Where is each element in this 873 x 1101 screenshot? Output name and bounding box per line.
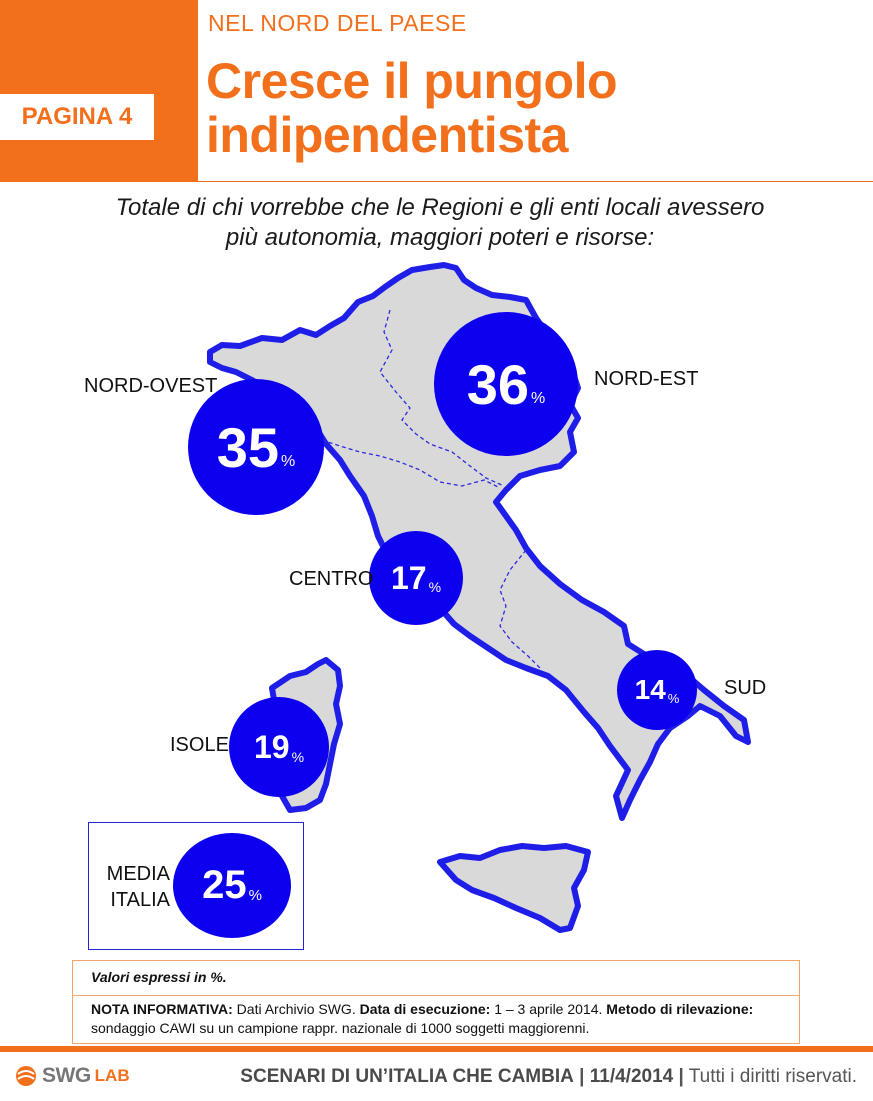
unit-isole: % xyxy=(291,749,305,765)
media-label-line-2: ITALIA xyxy=(110,889,170,911)
value-nord-est: 36 xyxy=(466,352,530,416)
nota-label: NOTA INFORMATIVA: xyxy=(91,1001,233,1017)
media-italia-label: MEDIA ITALIA xyxy=(92,861,170,913)
data-text: 1 – 3 aprile 2014. xyxy=(490,1001,607,1017)
value-nord-ovest: 35 xyxy=(216,415,280,479)
value-isole: 19 xyxy=(253,728,290,765)
label-centro: CENTRO xyxy=(289,568,374,590)
bubble-nord-ovest: 35 % xyxy=(188,379,324,515)
bubble-media-italia: 25 % xyxy=(173,833,291,938)
media-italia-box xyxy=(88,822,304,950)
metodo-text: sondaggio CAWI su un campione rappr. naz… xyxy=(91,1020,590,1036)
header-orange-block xyxy=(0,0,198,182)
footer-separator-1: | xyxy=(579,1066,585,1087)
nota-text: Dati Archivio SWG. xyxy=(232,1001,360,1017)
note-values-row: Valori espressi in %. xyxy=(73,961,799,996)
page-label: PAGINA 4 xyxy=(0,94,154,140)
unit-sud: % xyxy=(667,691,680,706)
methodology-note: NOTA INFORMATIVA: Dati Archivio SWG. Dat… xyxy=(91,1000,791,1038)
subtitle: Totale di chi vorrebbe che le Regioni e … xyxy=(40,193,840,253)
label-isole: ISOLE xyxy=(170,734,229,756)
label-nord-ovest: NORD-OVEST xyxy=(84,375,218,397)
value-centro: 17 xyxy=(390,559,427,596)
boundary-north-center xyxy=(321,439,501,489)
bubble-nord-est: 36 % xyxy=(434,312,578,456)
unit-nord-ovest: % xyxy=(281,453,296,470)
page-title: Cresce il pungolo indipendentista xyxy=(206,54,826,162)
label-nord-est: NORD-EST xyxy=(594,368,699,390)
note-box: Valori espressi in %. NOTA INFORMATIVA: … xyxy=(72,960,800,1044)
unit-media-italia: % xyxy=(248,887,262,904)
sicily-shape xyxy=(437,843,591,933)
footer-series: SCENARI DI UN’ITALIA CHE CAMBIA xyxy=(240,1066,574,1087)
kicker: NEL NORD DEL PAESE xyxy=(208,10,467,36)
footer-date: 11/4/2014 xyxy=(589,1066,674,1087)
data-label: Data di esecuzione: xyxy=(359,1001,491,1017)
values-note: Valori espressi in %. xyxy=(91,969,227,985)
unit-nord-est: % xyxy=(531,390,546,407)
bubble-centro: 17 % xyxy=(369,531,463,625)
value-sud: 14 xyxy=(634,674,666,705)
logo-lab: LAB xyxy=(94,1066,130,1085)
boundary-northwest-northeast xyxy=(379,309,505,487)
unit-centro: % xyxy=(428,579,442,595)
swg-logo-icon xyxy=(16,1066,36,1086)
subtitle-line-1: Totale di chi vorrebbe che le Regioni e … xyxy=(115,194,765,221)
header-divider xyxy=(198,181,873,182)
footer-rights: Tutti i diritti riservati. xyxy=(688,1066,857,1087)
footer-separator-2: | xyxy=(678,1066,684,1087)
media-label-line-1: MEDIA xyxy=(106,863,170,885)
metodo-label: Metodo di rilevazione: xyxy=(606,1001,754,1017)
subtitle-line-2: più autonomia, maggiori poteri e risorse… xyxy=(225,224,655,251)
boundary-center-south xyxy=(499,549,541,669)
bubble-sud: 14 % xyxy=(617,650,697,730)
label-sud: SUD xyxy=(724,677,767,699)
title-line-1: Cresce il pungolo xyxy=(206,53,618,109)
value-media-italia: 25 xyxy=(202,863,247,907)
logo-swg: SWG xyxy=(42,1064,91,1087)
footer-credits: SCENARI DI UN’ITALIA CHE CAMBIA | 11/4/2… xyxy=(240,1066,857,1088)
footer-divider xyxy=(0,1046,873,1052)
title-line-2: indipendentista xyxy=(206,107,568,163)
swg-lab-logo: SWG LAB xyxy=(14,1064,130,1088)
bubble-isole: 19 % xyxy=(229,697,329,797)
